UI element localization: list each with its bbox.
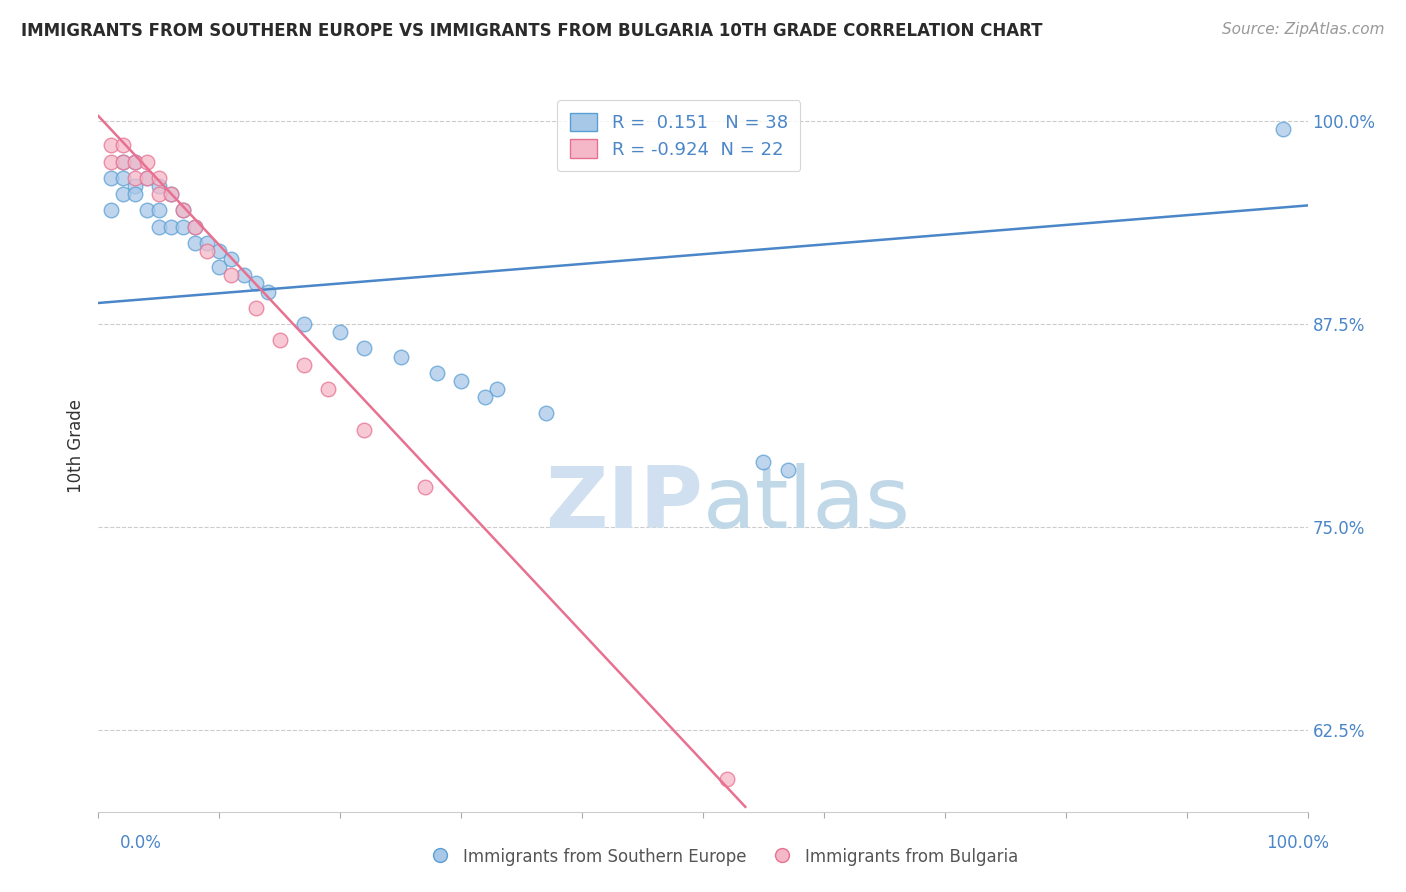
Point [148,203,170,218]
Point [353,342,375,356]
Point [184,235,207,250]
Point [195,235,218,250]
Point [245,277,267,291]
Point [353,423,375,437]
Point [100,154,122,169]
Y-axis label: 10th Grade: 10th Grade [67,399,86,493]
Point [534,407,557,421]
Point [221,252,243,266]
Point [292,358,315,372]
Point [148,219,170,234]
Text: ZIP: ZIP [546,463,703,546]
Text: Source: ZipAtlas.com: Source: ZipAtlas.com [1222,22,1385,37]
Point [111,154,134,169]
Legend: R =  0.151   N = 38, R = -0.924  N = 22: R = 0.151 N = 38, R = -0.924 N = 22 [557,100,800,171]
Point [184,219,207,234]
Point [172,203,194,218]
Text: IMMIGRANTS FROM SOUTHERN EUROPE VS IMMIGRANTS FROM BULGARIA 10TH GRADE CORRELATI: IMMIGRANTS FROM SOUTHERN EUROPE VS IMMIG… [21,22,1043,40]
Point [135,170,157,185]
Point [160,219,183,234]
Point [172,219,194,234]
Point [124,170,146,185]
Point [413,480,436,494]
Text: atlas: atlas [703,463,911,546]
Point [486,382,509,396]
Point [124,178,146,193]
Point [221,268,243,283]
Point [111,154,134,169]
Point [111,187,134,202]
Point [776,463,799,477]
Point [160,187,183,202]
Legend: Immigrants from Southern Europe, Immigrants from Bulgaria: Immigrants from Southern Europe, Immigra… [423,841,1025,873]
Point [124,187,146,202]
Point [329,325,352,339]
Point [245,301,267,315]
Point [752,455,775,469]
Point [316,382,339,396]
Point [426,366,449,380]
Point [232,268,254,283]
Point [269,334,291,348]
Point [160,187,183,202]
Point [124,154,146,169]
Point [389,350,412,364]
Point [100,138,122,153]
Point [124,154,146,169]
Text: 100.0%: 100.0% [1265,834,1329,852]
Point [148,178,170,193]
Point [292,317,315,331]
Point [172,203,194,218]
Point [111,138,134,153]
Point [135,170,157,185]
Point [450,374,472,388]
Point [111,170,134,185]
Text: 0.0%: 0.0% [120,834,162,852]
Point [208,244,231,258]
Point [474,390,496,404]
Point [256,285,278,299]
Point [1272,122,1295,136]
Point [148,187,170,202]
Point [135,203,157,218]
Point [100,170,122,185]
Point [135,154,157,169]
Point [184,219,207,234]
Point [716,772,738,787]
Point [208,260,231,275]
Point [195,244,218,258]
Point [148,170,170,185]
Point [100,203,122,218]
